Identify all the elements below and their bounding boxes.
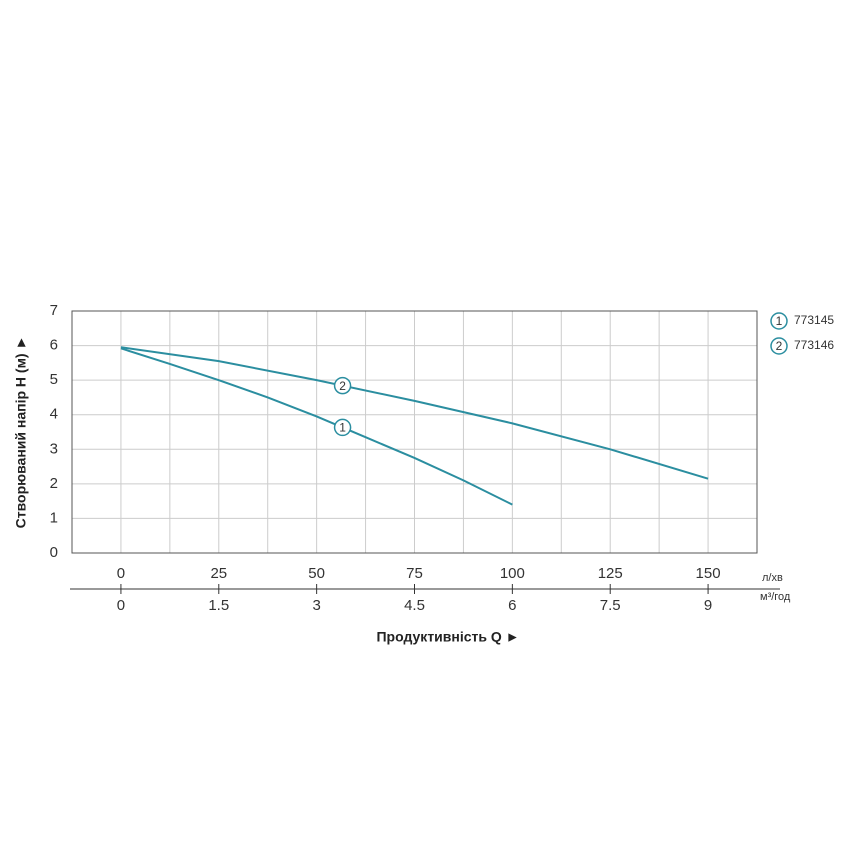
- legend-label: 773145: [794, 313, 834, 327]
- x-tick-label: 100: [500, 565, 525, 582]
- curve: [120, 347, 513, 506]
- y-tick-label: 5: [50, 371, 58, 388]
- x2-tick-label: 3: [312, 597, 320, 614]
- badge-label: 2: [339, 379, 346, 393]
- x-tick-label: 125: [598, 565, 623, 582]
- x2-tick-label: 6: [508, 597, 516, 614]
- x2-tick-label: 7.5: [600, 597, 621, 614]
- y-axis-label: Створюваний напір H (м) ►: [13, 336, 29, 529]
- x-unit: л/хв: [762, 572, 783, 584]
- curve: [120, 346, 709, 480]
- x-tick-label: 25: [210, 565, 227, 582]
- x2-tick-label: 4.5: [404, 597, 425, 614]
- curve-badge: [333, 376, 352, 395]
- y-tick-label: 2: [50, 475, 58, 492]
- y-tick-label: 0: [50, 544, 58, 561]
- x2-tick-label: 0: [117, 597, 125, 614]
- x-tick-label: 75: [406, 565, 423, 582]
- x2-unit: м³/год: [760, 591, 791, 603]
- badge-label: 1: [339, 421, 346, 435]
- x-tick-label: 150: [696, 565, 721, 582]
- badge-label: 1: [776, 314, 783, 328]
- curve-badge: [770, 337, 788, 355]
- plot-frame: [71, 310, 758, 554]
- x-tick-label: 0: [117, 565, 125, 582]
- y-tick-label: 6: [50, 337, 58, 354]
- badge-label: 2: [776, 339, 783, 353]
- x2-tick-label: 9: [704, 597, 712, 614]
- x-axis-label: Продуктивність Q ►: [376, 629, 519, 645]
- y-tick-label: 1: [50, 509, 58, 526]
- y-tick-label: 4: [50, 406, 58, 423]
- x-tick-label: 50: [308, 565, 325, 582]
- legend-label: 773146: [794, 338, 834, 352]
- y-tick-label: 3: [50, 440, 58, 457]
- curve-badge: [770, 312, 788, 330]
- y-tick-label: 7: [50, 302, 58, 319]
- x2-tick-label: 1.5: [208, 597, 229, 614]
- curve-badge: [333, 418, 352, 437]
